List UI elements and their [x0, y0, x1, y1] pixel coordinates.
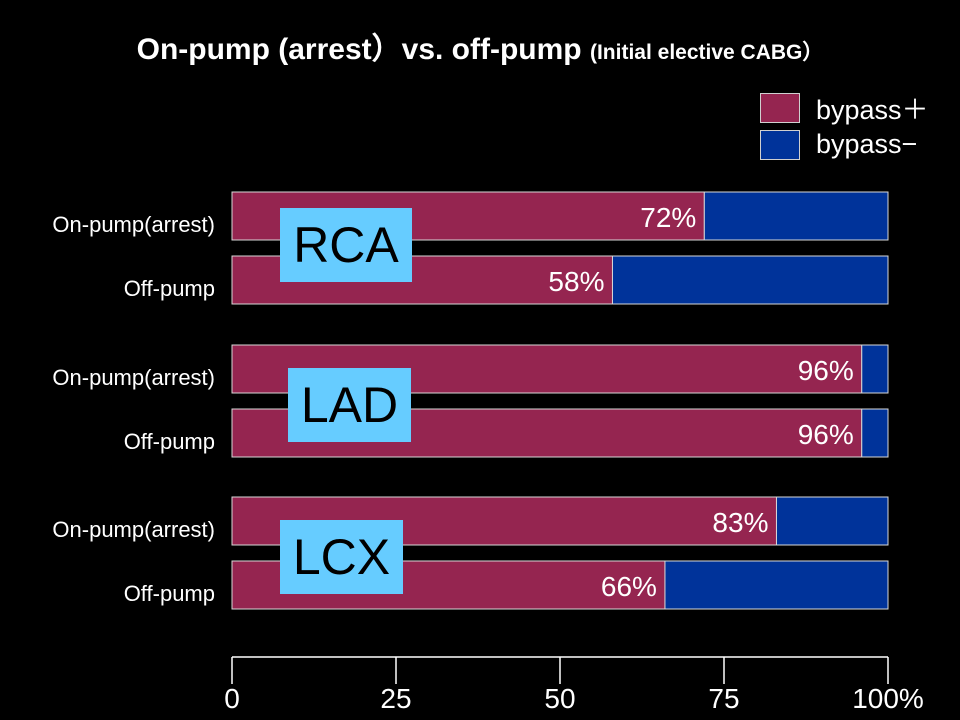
category-label-lad-on-pump: On-pump(arrest): [52, 365, 215, 390]
bar-bypass-minus-lad-on-pump: [861, 344, 889, 394]
category-label-rca-off-pump: Off-pump: [124, 276, 215, 301]
data-label-rca-off-pump: 58%: [548, 266, 604, 297]
legend-label-bypass-minus: bypass−: [816, 129, 918, 159]
data-label-lcx-off-pump: 66%: [601, 571, 657, 602]
bar-bypass-minus-lcx-on-pump: [775, 496, 889, 546]
chart-title-main: On-pump (arrest）vs. off-pump: [136, 33, 582, 66]
legend-swatch-bypass-plus: [760, 92, 800, 123]
legend-item-bypass-minus: bypass−: [760, 129, 917, 160]
chart-title: On-pump (arrest）vs. off-pump (Initial el…: [0, 24, 960, 68]
x-axis-tick-label-25: 25: [380, 683, 411, 714]
bar-bypass-minus-rca-on-pump: [703, 191, 889, 241]
x-axis-tick-label-100: 100%: [852, 683, 924, 714]
category-label-lcx-off-pump: Off-pump: [124, 581, 215, 606]
bar-bypass-minus-rca-off-pump: [611, 255, 889, 305]
legend-swatch-bypass-minus: [760, 129, 800, 160]
group-badge-lcx: LCX: [280, 520, 403, 594]
data-label-lad-on-pump: 96%: [798, 355, 854, 386]
x-axis-tick-label-50: 50: [544, 683, 575, 714]
bar-bypass-minus-lcx-off-pump: [664, 560, 889, 610]
category-label-rca-on-pump: On-pump(arrest): [52, 212, 215, 237]
bar-bypass-minus-lad-off-pump: [861, 408, 889, 458]
data-label-lad-off-pump: 96%: [798, 419, 854, 450]
legend-item-bypass-plus: bypass＋: [760, 88, 929, 127]
data-label-rca-on-pump: 72%: [640, 202, 696, 233]
chart-subtitle: (Initial elective CABG）: [589, 41, 824, 64]
x-axis-tick-label-0: 0: [224, 683, 240, 714]
group-badge-lad: LAD: [288, 368, 411, 442]
category-label-lcx-on-pump: On-pump(arrest): [52, 517, 215, 542]
legend-label-bypass-plus: bypass＋: [816, 95, 929, 125]
category-label-lad-off-pump: Off-pump: [124, 429, 215, 454]
x-axis-tick-label-75: 75: [708, 683, 739, 714]
group-badge-rca: RCA: [280, 208, 412, 282]
data-label-lcx-on-pump: 83%: [712, 507, 768, 538]
